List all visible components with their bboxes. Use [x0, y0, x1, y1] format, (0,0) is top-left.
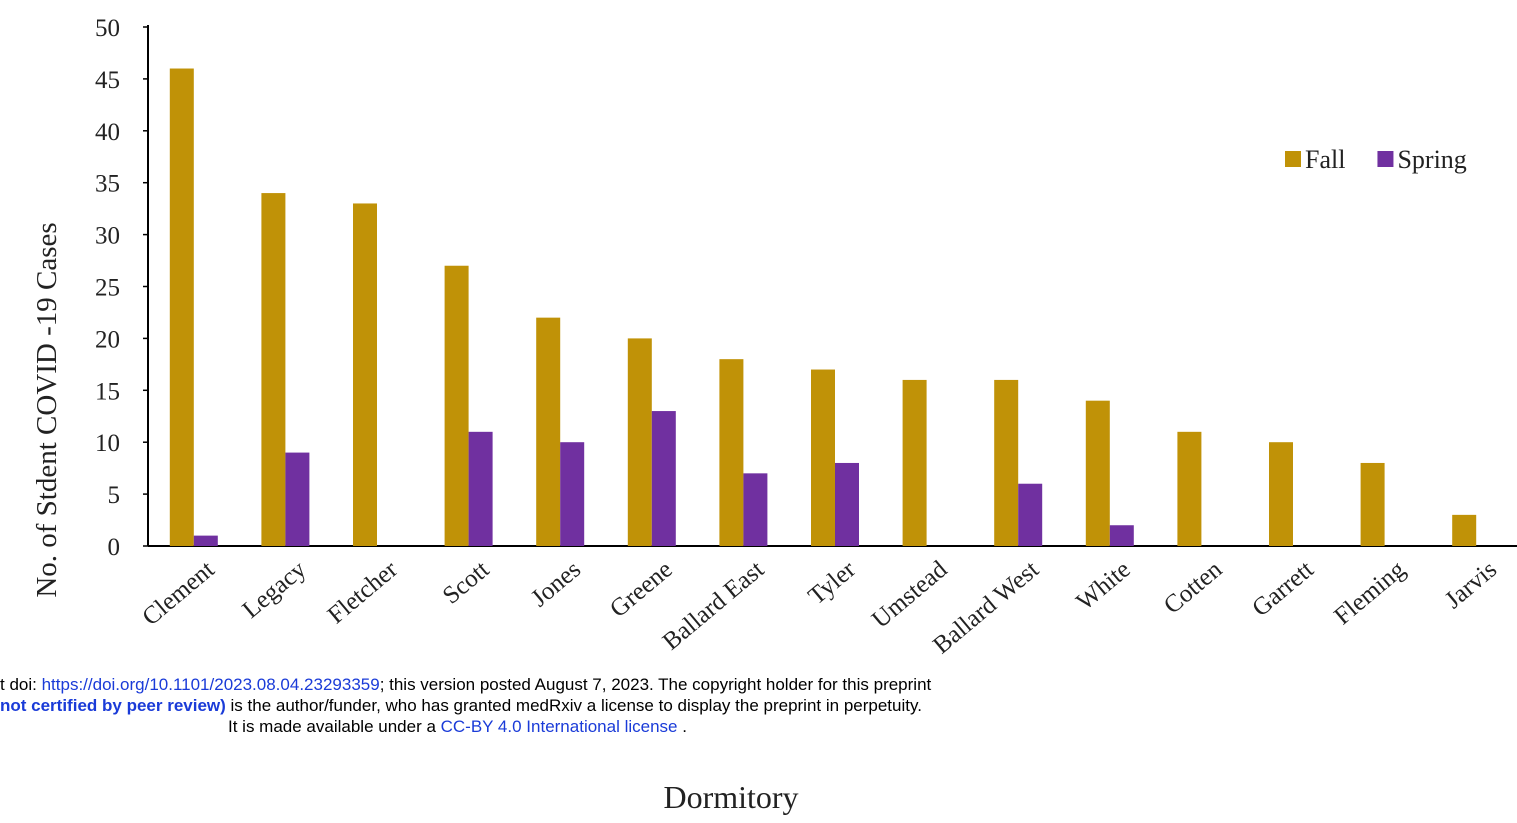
- y-tick-label: 35: [95, 171, 120, 198]
- x-tick-label: Scott: [438, 556, 495, 610]
- notice-line: It is made available under a CC-BY 4.0 I…: [228, 717, 687, 736]
- x-tick-label: Jarvis: [1440, 556, 1502, 614]
- notice-text: It is made available under a: [228, 717, 441, 736]
- legend-label: Fall: [1305, 145, 1345, 174]
- bar: [1018, 483, 1043, 546]
- bar: [994, 379, 1019, 546]
- bar: [719, 359, 744, 546]
- bar: [1085, 400, 1110, 546]
- notice-text: t doi:: [0, 675, 42, 694]
- y-tick-label: 5: [108, 482, 121, 509]
- doi-link[interactable]: https://doi.org/10.1101/2023.08.04.23293…: [42, 675, 380, 694]
- x-tick-label: Jones: [526, 556, 586, 612]
- notice-text: is the author/funder, who has granted me…: [226, 696, 922, 715]
- legend-swatch: [1377, 151, 1394, 167]
- x-tick-label: White: [1072, 556, 1136, 616]
- notice-text: .: [678, 717, 687, 736]
- bar: [835, 462, 859, 546]
- notice-text: ; this version posted August 7, 2023. Th…: [380, 675, 932, 694]
- notice-line: not certified by peer review) is the aut…: [0, 696, 922, 715]
- bar: [1269, 442, 1293, 546]
- y-tick-label: 0: [108, 534, 121, 561]
- x-tick-label: Umstead: [867, 556, 953, 634]
- bar: [169, 68, 194, 547]
- bar: [651, 411, 676, 546]
- license-link[interactable]: CC-BY 4.0 International license: [441, 717, 678, 736]
- y-tick-label: 25: [95, 275, 120, 302]
- y-tick-label: 45: [95, 67, 120, 94]
- bar: [627, 338, 652, 546]
- x-tick-label: Fleming: [1329, 556, 1411, 631]
- bar: [353, 203, 377, 546]
- legend: Fall Spring: [1285, 145, 1467, 174]
- x-tick-label: Cotten: [1159, 556, 1228, 620]
- bar: [1452, 514, 1477, 546]
- bar: [811, 369, 835, 546]
- x-tick-label: Legacy: [238, 556, 312, 624]
- x-tick-label: Greene: [605, 556, 678, 623]
- y-tick-label: 20: [95, 326, 120, 353]
- bar: [902, 379, 927, 546]
- bar: [468, 431, 493, 546]
- bar: [444, 265, 469, 546]
- bar: [193, 535, 218, 546]
- x-tick-label: Tyler: [803, 555, 861, 610]
- y-tick-label: 15: [95, 378, 120, 405]
- bar: [1177, 431, 1202, 546]
- bar: [285, 452, 310, 546]
- legend-label: Spring: [1397, 145, 1466, 174]
- x-tick-label: Clement: [137, 556, 219, 631]
- notice-bold: not certified by peer review): [0, 696, 226, 715]
- legend-swatch: [1285, 151, 1301, 167]
- x-tick-label: Fletcher: [323, 555, 404, 629]
- y-tick-label: 30: [95, 223, 120, 250]
- y-tick-label: 40: [95, 119, 120, 146]
- x-axis-title: Dormitory: [663, 779, 798, 815]
- notice-line: t doi: https://doi.org/10.1101/2023.08.0…: [0, 675, 932, 694]
- x-tick-label: Ballard East: [658, 556, 770, 656]
- bar: [536, 317, 561, 546]
- bar: [743, 473, 768, 546]
- bar: [560, 442, 585, 546]
- bar: [261, 193, 286, 546]
- x-tick-label: Garrett: [1247, 556, 1319, 622]
- bar: [1360, 462, 1385, 546]
- y-tick-label: 10: [95, 430, 120, 457]
- y-tick-label: 50: [95, 15, 120, 42]
- bar: [1109, 525, 1134, 546]
- y-axis-title: No. of Stdent COVID -19 Cases: [31, 222, 63, 597]
